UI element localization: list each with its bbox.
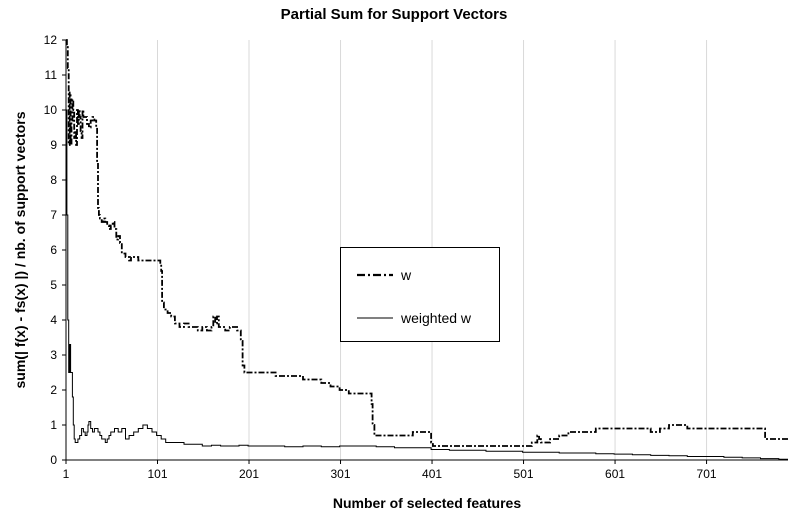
x-tick-label: 101 [147,467,167,481]
legend-swatch-w [357,273,393,277]
x-tick-label: 501 [514,467,534,481]
series-line-weighted-w [66,109,788,460]
x-tick-label: 601 [605,467,625,481]
x-tick-label: 301 [331,467,351,481]
x-axis-title: Number of selected features [332,495,522,511]
x-tick-label: 701 [697,467,717,481]
y-tick-label: 10 [44,103,58,117]
y-tick-label: 9 [50,138,57,152]
x-tick-label: 1 [63,467,70,481]
y-tick-label: 0 [50,453,57,467]
x-tick-label: 401 [422,467,442,481]
y-tick-label: 7 [50,208,57,222]
legend-entry-weighted-w: weighted w [341,308,499,328]
series-line-w [66,39,788,447]
y-tick-label: 4 [50,313,57,327]
y-tick-label: 2 [50,383,57,397]
y-tick-label: 5 [50,278,57,292]
y-tick-label: 12 [44,33,58,47]
y-axis-title: sum(| f(x) - fs(x) |) / nb. of support v… [12,111,28,389]
legend-entry-w: w [341,265,499,285]
y-tick-label: 3 [50,348,57,362]
y-tick-label: 11 [45,68,58,82]
chart-title: Partial Sum for Support Vectors [280,6,508,23]
x-tick-label: 201 [239,467,259,481]
y-tick-label: 1 [50,418,57,432]
legend-swatch-weighted-w [357,317,393,319]
legend-label-weighted-w: weighted w [401,310,472,326]
legend: w weighted w [340,247,500,342]
y-tick-label: 8 [50,173,57,187]
y-tick-label: 6 [50,243,57,257]
legend-label-w: w [401,267,412,283]
